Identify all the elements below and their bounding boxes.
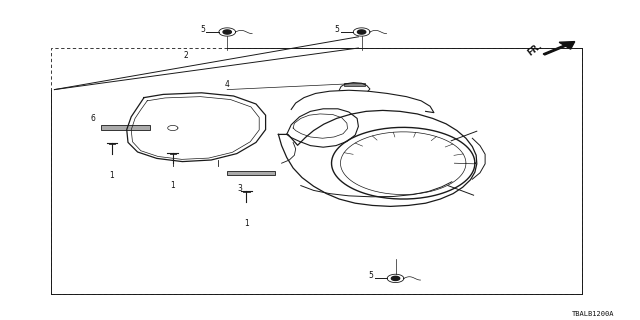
- Text: 1: 1: [109, 171, 115, 180]
- Bar: [101, 125, 150, 130]
- Text: 2: 2: [183, 52, 188, 60]
- Bar: [227, 171, 275, 175]
- Text: 5: 5: [368, 271, 373, 280]
- FancyArrow shape: [543, 42, 575, 55]
- Text: 3: 3: [237, 184, 243, 193]
- Polygon shape: [223, 30, 232, 34]
- Bar: [51, 48, 582, 294]
- Text: 1: 1: [244, 219, 249, 228]
- Text: 5: 5: [200, 25, 205, 34]
- Text: 5: 5: [334, 25, 339, 34]
- Text: TBALB1200A: TBALB1200A: [572, 311, 614, 317]
- Text: 4: 4: [225, 80, 230, 89]
- Text: FR.: FR.: [525, 41, 543, 58]
- Polygon shape: [392, 276, 399, 280]
- Text: 1: 1: [170, 181, 175, 190]
- Text: 6: 6: [90, 114, 95, 123]
- Polygon shape: [344, 83, 365, 86]
- Polygon shape: [358, 30, 365, 34]
